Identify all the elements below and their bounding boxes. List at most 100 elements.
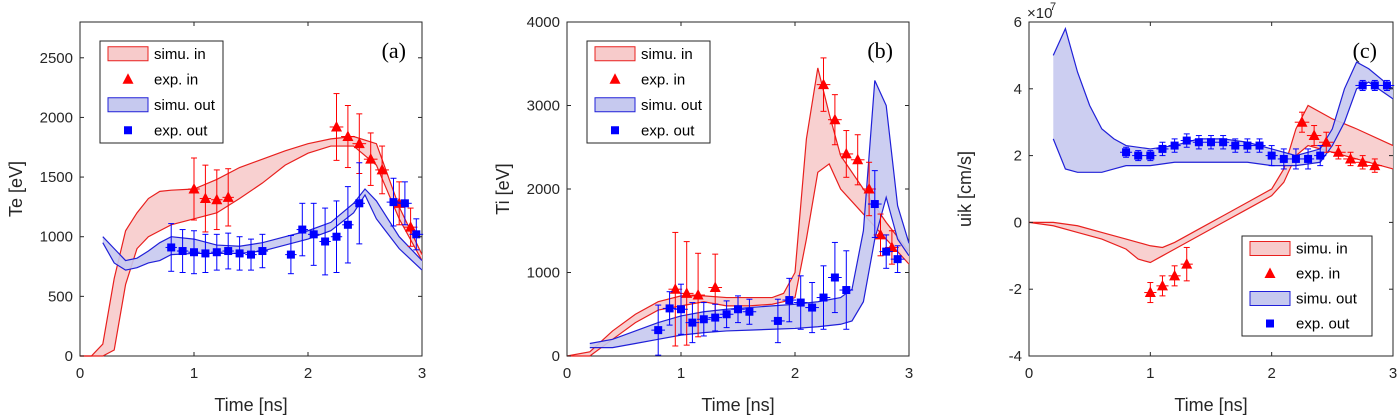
data-point	[1355, 155, 1370, 170]
triangle-marker	[692, 289, 704, 300]
data-point	[176, 229, 189, 273]
legend-entry: simu. out	[1296, 291, 1358, 308]
square-marker	[842, 286, 851, 295]
triangle-marker	[1357, 156, 1369, 167]
square-marker	[654, 326, 663, 335]
legend: simu. in exp. in simu. out exp. out	[1241, 235, 1373, 337]
data-point	[816, 265, 831, 330]
legend-swatch-band	[107, 46, 149, 62]
square-marker	[224, 247, 233, 256]
square-marker	[722, 310, 731, 319]
square-marker	[1231, 141, 1240, 150]
triangle-marker	[353, 137, 365, 149]
band-upper-line	[566, 67, 910, 357]
data-point	[816, 57, 831, 112]
data-point	[308, 202, 320, 266]
band-e8201e	[567, 67, 909, 357]
band-lower-line	[589, 195, 910, 349]
data-point	[409, 218, 424, 251]
square-marker	[1243, 141, 1252, 150]
triangle-marker	[1308, 129, 1320, 141]
square-marker	[389, 198, 398, 207]
legend-entry: exp. in	[154, 71, 198, 88]
data-point	[1253, 138, 1266, 153]
square-marker	[178, 247, 187, 256]
data-point	[1314, 145, 1327, 167]
data-point	[1318, 131, 1334, 153]
square-marker	[1255, 141, 1264, 150]
data-point	[398, 181, 412, 226]
y-tick-label: 2000	[527, 181, 560, 198]
data-point	[890, 245, 905, 273]
square-marker	[355, 199, 364, 208]
chart-panel-2: 0 1 2 3 0 1000 2000 3000 4000 Time [ns] Ti [eV] (b)…	[493, 14, 913, 415]
data-point	[188, 230, 200, 275]
data-point	[341, 105, 355, 169]
triangle-marker	[222, 191, 234, 202]
data-point	[696, 302, 711, 337]
y-tick-label: 1000	[527, 265, 560, 282]
y-tick-label: 0	[552, 348, 560, 365]
data-point	[199, 233, 212, 273]
square-marker	[1170, 141, 1179, 150]
y-tick-label: -2	[1009, 281, 1022, 298]
data-point	[771, 298, 785, 344]
legend-entry: exp. out	[1296, 316, 1350, 333]
band-2020d8	[589, 80, 909, 348]
square-marker	[677, 305, 685, 314]
legend-swatch-band	[107, 97, 149, 113]
legend-swatch-band	[1249, 291, 1291, 306]
x-tick-label: 2	[304, 365, 312, 382]
data-point	[245, 238, 257, 271]
square-marker	[819, 293, 828, 302]
legend-swatch-triangle	[122, 73, 134, 84]
x-tick-label: 0	[76, 365, 84, 382]
triangle-marker	[376, 163, 388, 175]
triangle-marker	[829, 113, 841, 125]
data-point	[1379, 79, 1395, 91]
triangle-marker	[1181, 258, 1193, 269]
legend-swatch-square	[1266, 319, 1274, 328]
data-point	[850, 134, 865, 186]
legend-swatch-band	[594, 46, 636, 62]
data-point	[1306, 125, 1322, 147]
legend-entry: simu. in	[154, 46, 206, 63]
data-point	[674, 283, 688, 335]
data-point	[668, 231, 683, 347]
data-point	[1241, 138, 1254, 153]
square-marker	[796, 298, 805, 307]
square-marker	[247, 250, 255, 259]
square-marker	[321, 237, 330, 246]
data-point	[1331, 145, 1346, 160]
triangle-marker	[1156, 279, 1168, 291]
square-marker	[1146, 151, 1155, 160]
triangle-marker	[331, 120, 342, 132]
triangle-marker	[342, 130, 354, 142]
y-tick-label: 2	[1014, 148, 1022, 165]
x-axis-label: Time [ns]	[214, 395, 287, 415]
y-tick-label: 0	[1014, 214, 1022, 231]
y-axis-label: Ti [eV]	[493, 163, 513, 214]
y-tick-label: 4000	[527, 14, 560, 31]
data-point	[375, 145, 389, 195]
legend-swatch-band	[1249, 241, 1291, 256]
data-point	[363, 132, 378, 186]
data-point	[1294, 111, 1310, 133]
data-point	[329, 93, 344, 161]
x-tick-label: 1	[677, 365, 685, 382]
triangle-marker	[863, 183, 875, 194]
triangle-marker	[840, 147, 852, 159]
data-point	[662, 291, 677, 326]
y-tick-label: 3000	[527, 98, 560, 115]
square-marker	[1219, 138, 1228, 147]
data-point	[1192, 135, 1205, 150]
legend-swatch-square	[124, 126, 132, 135]
triangle-marker	[681, 287, 693, 298]
data-point	[805, 282, 819, 334]
triangle-marker	[818, 78, 829, 90]
data-point	[1132, 150, 1145, 162]
x-axis-label: Time [ns]	[701, 395, 774, 415]
square-marker	[332, 232, 341, 241]
data-point	[793, 275, 808, 330]
legend-entry: simu. out	[641, 97, 703, 114]
